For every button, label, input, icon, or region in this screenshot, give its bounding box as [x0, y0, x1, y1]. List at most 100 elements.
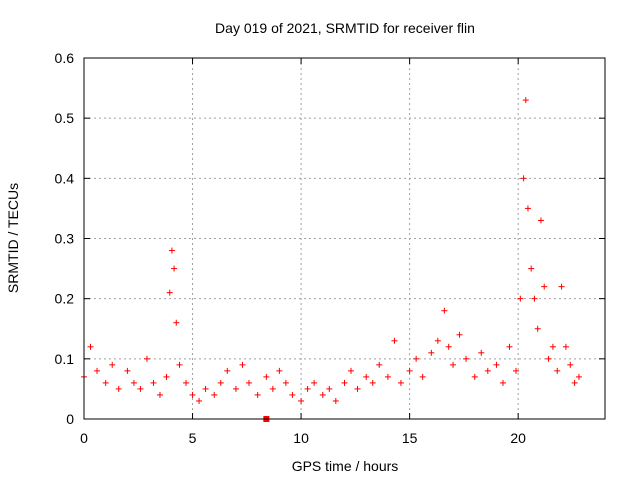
data-point: [276, 367, 283, 374]
data-point: [311, 379, 318, 386]
data-point: [173, 319, 180, 326]
data-point: [562, 343, 569, 350]
data-point: [202, 385, 209, 392]
y-tick-label: 0: [66, 411, 74, 427]
data-point: [176, 361, 183, 368]
data-points: [81, 97, 582, 422]
data-point: [517, 295, 524, 302]
data-point: [484, 367, 491, 374]
data-point: [419, 373, 426, 380]
data-point: [531, 295, 538, 302]
data-point: [534, 325, 541, 332]
data-point: [109, 361, 116, 368]
data-point: [428, 349, 435, 356]
data-point: [115, 385, 122, 392]
data-point: [332, 397, 339, 404]
data-point: [168, 247, 175, 254]
data-point: [282, 379, 289, 386]
data-point: [239, 361, 246, 368]
data-point: [522, 97, 529, 104]
data-point: [528, 265, 535, 272]
data-point: [434, 337, 441, 344]
chart-title: Day 019 of 2021, SRMTID for receiver fli…: [215, 20, 475, 36]
data-point: [304, 385, 311, 392]
data-point: [376, 361, 383, 368]
x-tick-label: 0: [80, 430, 88, 446]
y-axis-label: SRMTID / TECUs: [5, 183, 21, 293]
data-point: [524, 205, 531, 212]
data-point: [298, 397, 305, 404]
y-tick-label: 0.2: [55, 291, 75, 307]
data-point: [130, 379, 137, 386]
data-point: [541, 283, 548, 290]
data-point: [512, 367, 519, 374]
data-point: [269, 385, 276, 392]
data-point: [441, 307, 448, 314]
y-tick-label: 0.3: [55, 231, 75, 247]
data-point: [463, 355, 470, 362]
data-point: [94, 367, 101, 374]
data-point: [263, 373, 270, 380]
y-tick-label: 0.1: [55, 351, 75, 367]
data-point: [369, 379, 376, 386]
data-point: [537, 217, 544, 224]
data-point: [384, 373, 391, 380]
data-point: [150, 379, 157, 386]
data-point: [87, 343, 94, 350]
data-point: [124, 367, 131, 374]
data-point: [450, 361, 457, 368]
data-point: [571, 379, 578, 386]
y-tick-label: 0.5: [55, 110, 75, 126]
data-point: [189, 391, 196, 398]
data-point: [166, 289, 173, 296]
data-point: [102, 379, 109, 386]
data-point: [163, 373, 170, 380]
data-point: [217, 379, 224, 386]
data-point: [319, 391, 326, 398]
data-point: [341, 379, 348, 386]
data-point: [348, 367, 355, 374]
data-point: [354, 385, 361, 392]
data-point: [137, 385, 144, 392]
data-point: [549, 343, 556, 350]
data-point: [171, 265, 178, 272]
y-tick-label: 0.6: [55, 50, 75, 66]
data-point: [493, 361, 500, 368]
x-tick-label: 10: [293, 430, 309, 446]
data-point: [471, 373, 478, 380]
data-point: [363, 373, 370, 380]
data-point: [289, 391, 296, 398]
data-point: [143, 355, 150, 362]
data-point: [558, 283, 565, 290]
data-point: [391, 337, 398, 344]
x-tick-label: 15: [402, 430, 418, 446]
data-point: [232, 385, 239, 392]
data-point: [506, 343, 513, 350]
data-point: [567, 361, 574, 368]
y-tick-label: 0.4: [55, 170, 75, 186]
data-point: [156, 391, 163, 398]
data-point: [545, 355, 552, 362]
data-point: [406, 367, 413, 374]
x-axis-label: GPS time / hours: [292, 458, 399, 474]
plot-frame: [83, 57, 606, 420]
data-point: [224, 367, 231, 374]
data-point: [499, 379, 506, 386]
data-point: [554, 367, 561, 374]
data-point: [326, 385, 333, 392]
data-point: [413, 355, 420, 362]
data-point: [456, 331, 463, 338]
data-point: [397, 379, 404, 386]
x-tick-label: 20: [510, 430, 526, 446]
data-point: [245, 379, 252, 386]
data-point: [211, 391, 218, 398]
data-point: [445, 343, 452, 350]
data-point: [183, 379, 190, 386]
data-point: [254, 391, 261, 398]
x-tick-label: 5: [189, 430, 197, 446]
grid: [84, 58, 605, 419]
ticks: 0 0.1 0.2 0.3 0.4 0.5 0.6 0 5 10 15 20: [55, 50, 605, 446]
data-point: [478, 349, 485, 356]
data-point: [520, 175, 527, 182]
